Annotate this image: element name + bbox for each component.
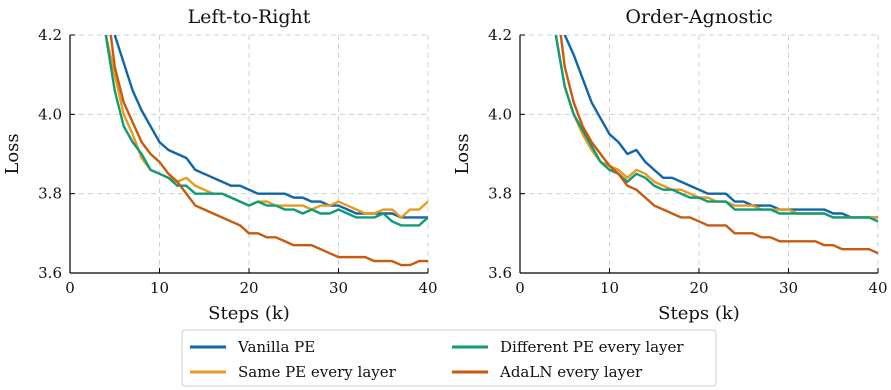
- series-line-same-pe-every-layer: [104, 35, 428, 219]
- y-tick-label: 4.0: [38, 105, 62, 123]
- legend-frame: [181, 329, 717, 387]
- series-line-adaln-every-layer: [559, 35, 878, 255]
- series-line-same-pe-every-layer: [554, 35, 878, 219]
- x-tick-label: 30: [329, 279, 348, 297]
- x-tick-label: 30: [779, 279, 798, 297]
- order-agnostic-panel: 0 10 20 30 40 3.6 3.8 4.0 4.2 Order-Agnostic Steps…: [452, 6, 888, 324]
- y-tick-label: 3.8: [38, 185, 62, 203]
- x-tick-label: 20: [689, 279, 708, 297]
- legend-item-vanilla-pe: Vanilla PE: [190, 338, 315, 356]
- y-tick-label: 4.0: [488, 105, 512, 123]
- legend-label: Vanilla PE: [237, 338, 315, 356]
- x-tick-label: 40: [418, 279, 437, 297]
- y-tick-label: 3.6: [38, 264, 62, 282]
- legend-item-different-pe-every-layer: Different PE every layer: [452, 338, 684, 356]
- series-line-different-pe-every-layer: [554, 35, 878, 223]
- series-line-different-pe-every-layer: [104, 35, 428, 227]
- chart-title: Left-to-Right: [188, 6, 311, 28]
- legend-item-adaln-every-layer: AdaLN every layer: [452, 363, 643, 381]
- legend-label: AdaLN every layer: [499, 363, 643, 381]
- series-line-vanilla-pe: [563, 35, 878, 219]
- x-tick-label: 0: [515, 279, 525, 297]
- x-tick-label: 10: [600, 279, 619, 297]
- y-tick-label: 4.2: [488, 26, 512, 44]
- series-group: [554, 35, 878, 255]
- y-tick-label: 3.6: [488, 264, 512, 282]
- chart-title: Order-Agnostic: [625, 6, 772, 28]
- x-axis-label: Steps (k): [658, 303, 740, 324]
- y-tick-label: 3.8: [488, 185, 512, 203]
- y-axis-label: Loss: [452, 133, 473, 174]
- x-axis-label: Steps (k): [208, 303, 290, 324]
- series-line-adaln-every-layer: [109, 35, 428, 267]
- x-tick-label: 20: [239, 279, 258, 297]
- y-axis-label: Loss: [2, 133, 23, 174]
- x-tick-label: 10: [150, 279, 169, 297]
- legend-label: Same PE every layer: [238, 363, 397, 381]
- legend-label: Different PE every layer: [500, 338, 684, 356]
- series-group: [104, 35, 428, 267]
- series-line-vanilla-pe: [113, 35, 428, 219]
- x-tick-label: 40: [868, 279, 887, 297]
- legend-item-same-pe-every-layer: Same PE every layer: [190, 363, 397, 381]
- left-to-right-panel: 0 10 20 30 40 3.6 3.8 4.0 4.2 Left-to-Right Steps …: [2, 6, 438, 324]
- x-tick-label: 0: [65, 279, 75, 297]
- y-tick-label: 4.2: [38, 26, 62, 44]
- legend: Vanilla PE Different PE every layer Same P…: [181, 329, 717, 387]
